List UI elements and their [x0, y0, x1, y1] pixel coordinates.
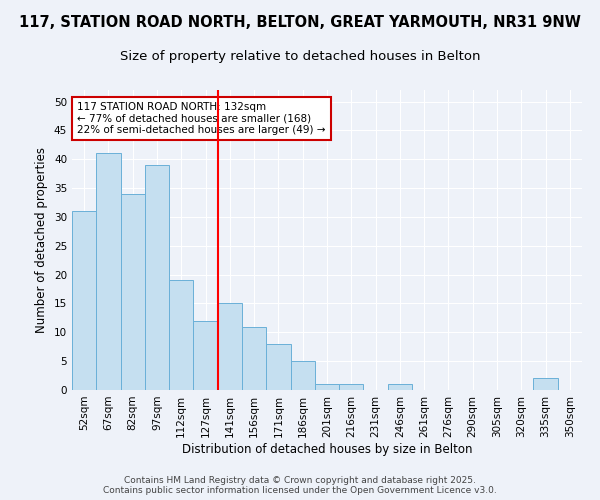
- Bar: [72, 211, 96, 390]
- Bar: [290, 361, 315, 390]
- Text: 117 STATION ROAD NORTH: 132sqm
← 77% of detached houses are smaller (168)
22% of: 117 STATION ROAD NORTH: 132sqm ← 77% of …: [77, 102, 326, 135]
- Text: Size of property relative to detached houses in Belton: Size of property relative to detached ho…: [120, 50, 480, 63]
- Bar: [121, 194, 145, 390]
- Bar: [218, 304, 242, 390]
- Y-axis label: Number of detached properties: Number of detached properties: [35, 147, 49, 333]
- Bar: [242, 326, 266, 390]
- Text: 117, STATION ROAD NORTH, BELTON, GREAT YARMOUTH, NR31 9NW: 117, STATION ROAD NORTH, BELTON, GREAT Y…: [19, 15, 581, 30]
- Bar: [388, 384, 412, 390]
- Bar: [169, 280, 193, 390]
- Bar: [533, 378, 558, 390]
- Text: Contains HM Land Registry data © Crown copyright and database right 2025.
Contai: Contains HM Land Registry data © Crown c…: [103, 476, 497, 495]
- Bar: [96, 154, 121, 390]
- X-axis label: Distribution of detached houses by size in Belton: Distribution of detached houses by size …: [182, 442, 472, 456]
- Bar: [145, 165, 169, 390]
- Bar: [315, 384, 339, 390]
- Bar: [193, 321, 218, 390]
- Bar: [266, 344, 290, 390]
- Bar: [339, 384, 364, 390]
